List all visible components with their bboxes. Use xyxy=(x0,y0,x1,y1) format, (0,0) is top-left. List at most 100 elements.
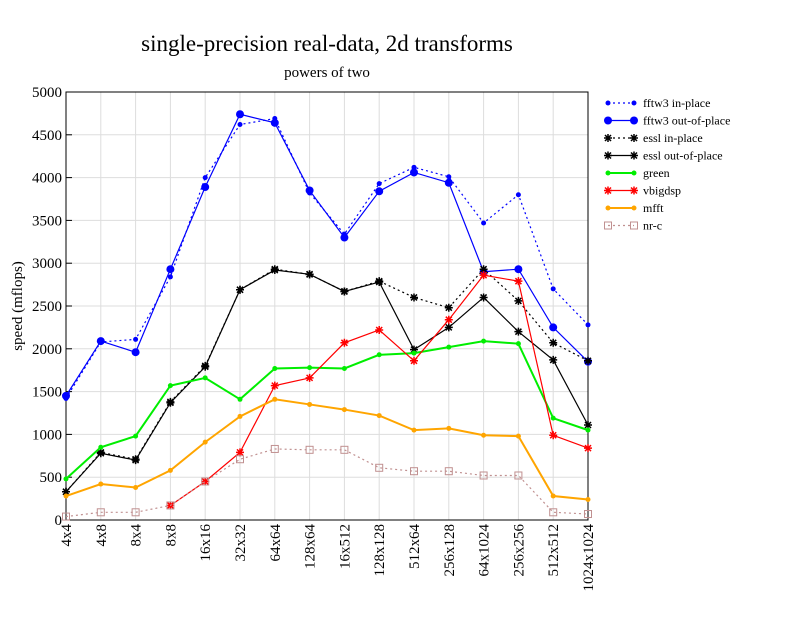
data-point xyxy=(133,433,139,439)
series-fftw3-out-of-place xyxy=(62,110,592,400)
data-point xyxy=(62,512,70,521)
data-point xyxy=(479,271,488,280)
legend-marker xyxy=(604,116,612,125)
data-point xyxy=(341,365,347,371)
data-point xyxy=(62,391,70,400)
data-point xyxy=(444,315,453,324)
data-point xyxy=(585,322,591,328)
y-tick-label: 4500 xyxy=(32,128,62,144)
x-tick-label: 4x8 xyxy=(94,524,110,547)
legend-label: vbigdsp xyxy=(643,184,681,198)
data-point xyxy=(410,356,418,365)
data-point xyxy=(201,477,210,486)
data-point xyxy=(62,487,70,496)
y-tick-label: 500 xyxy=(40,470,63,486)
data-point xyxy=(410,345,418,354)
data-point xyxy=(270,444,279,453)
data-point xyxy=(375,278,384,287)
legend-marker xyxy=(630,116,638,125)
x-tick-label: 64x64 xyxy=(268,524,284,562)
data-point xyxy=(584,420,592,429)
data-point xyxy=(341,407,347,413)
data-point xyxy=(376,413,382,419)
data-point xyxy=(340,338,349,347)
x-tick-label: 512x512 xyxy=(546,524,562,577)
data-point xyxy=(236,455,244,464)
data-point xyxy=(202,375,208,381)
data-point xyxy=(446,425,452,431)
legend-marker xyxy=(604,134,612,142)
data-point xyxy=(236,110,244,119)
data-point xyxy=(305,373,314,382)
legend-label: fftw3 out-of-place xyxy=(643,114,730,128)
legend-marker xyxy=(604,221,612,230)
data-point xyxy=(514,471,523,480)
data-point xyxy=(237,396,243,402)
data-point xyxy=(411,427,417,433)
data-point xyxy=(375,463,384,472)
x-tick-label: 16x16 xyxy=(198,524,214,562)
x-tick-label: 4x4 xyxy=(59,524,75,547)
legend-item: fftw3 in-place xyxy=(605,96,710,110)
data-point xyxy=(237,122,243,128)
series-line xyxy=(65,269,589,493)
data-point xyxy=(63,493,69,499)
series-green xyxy=(63,338,591,482)
data-point xyxy=(305,445,314,454)
data-point xyxy=(514,265,523,274)
data-point xyxy=(411,350,417,356)
data-point xyxy=(411,164,417,170)
data-point xyxy=(585,496,591,502)
x-tick-label: 1024x1024 xyxy=(581,524,597,592)
y-axis-label: speed (mflops) xyxy=(10,261,26,351)
series-essl-out-of-place xyxy=(62,266,592,496)
data-point xyxy=(131,508,140,517)
data-point xyxy=(272,365,278,371)
data-point xyxy=(375,325,384,334)
data-point xyxy=(236,448,244,457)
data-point xyxy=(479,471,488,480)
data-point xyxy=(307,365,313,371)
series-line xyxy=(65,113,589,397)
data-point xyxy=(481,432,487,438)
data-point xyxy=(131,348,140,357)
data-point xyxy=(550,286,556,292)
data-point xyxy=(514,296,523,305)
legend-marker xyxy=(605,170,611,176)
x-tick-label: 128x64 xyxy=(303,524,319,570)
data-point xyxy=(376,181,382,187)
data-point xyxy=(550,415,556,421)
legend-item: essl in-place xyxy=(604,131,703,145)
x-tick-label: 256x256 xyxy=(511,524,527,577)
data-point xyxy=(305,186,314,195)
data-point xyxy=(584,356,592,365)
data-point xyxy=(166,398,175,407)
data-point xyxy=(410,293,418,302)
legend-item: fftw3 out-of-place xyxy=(604,114,730,128)
data-point xyxy=(410,168,418,177)
legend-item: mfft xyxy=(605,201,664,215)
data-point xyxy=(444,323,453,332)
legend-item: essl out-of-place xyxy=(604,149,723,163)
legend-marker xyxy=(630,221,638,230)
data-point xyxy=(166,501,175,510)
legend-item: nr-c xyxy=(604,219,662,233)
y-tick-label: 1000 xyxy=(32,427,62,443)
series-line xyxy=(65,398,589,501)
legend-label: essl in-place xyxy=(643,131,703,145)
data-point xyxy=(549,508,558,517)
series-line xyxy=(65,340,589,480)
data-point xyxy=(584,510,592,519)
x-tick-label: 128x128 xyxy=(372,524,388,577)
legend-marker xyxy=(630,186,638,195)
data-point xyxy=(515,433,521,439)
data-point xyxy=(514,277,523,286)
legend-marker xyxy=(631,100,637,106)
legend-item: vbigdsp xyxy=(604,184,681,198)
x-tick-label: 8x4 xyxy=(129,524,145,547)
x-tick-label: 32x32 xyxy=(233,524,249,562)
data-point xyxy=(307,401,313,407)
series-line xyxy=(65,448,589,518)
